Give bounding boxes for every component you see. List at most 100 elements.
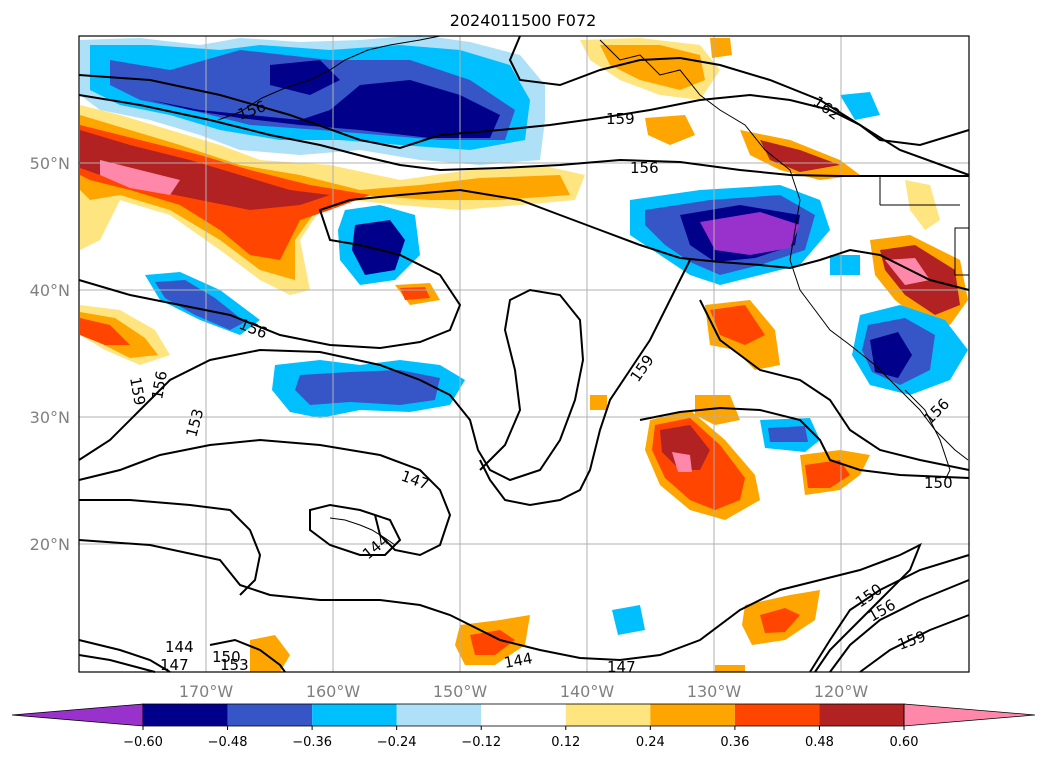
shade-blue-w-2 — [155, 280, 245, 330]
contour-labels: 159 156 162 156 156 159 156 153 147 144 … — [126, 93, 953, 676]
latitude-labels: 50°N 40°N 30°N 20°N — [30, 154, 70, 554]
colorbar-segment — [819, 704, 904, 726]
shade-pos-bc-2 — [760, 140, 840, 172]
shade-blue-mid-2 — [352, 220, 405, 275]
contour-156-north — [78, 94, 969, 177]
border-segment — [879, 176, 960, 206]
shade-blue-s-1 — [612, 605, 645, 635]
lat-label: 20°N — [30, 535, 70, 554]
contour-156-se — [829, 579, 970, 673]
contour-label: 150 — [212, 648, 241, 666]
shade-pos-band-4 — [80, 130, 330, 210]
colorbar-tick-label: 0.48 — [805, 735, 834, 750]
contour-150-east — [639, 406, 970, 479]
map-frame — [78, 35, 970, 673]
shade-blue-small-2 — [830, 255, 860, 275]
colorbar: −0.60 −0.48 −0.36 −0.24 −0.12 0.12 0.24 0.36 0.4… — [11, 703, 1036, 750]
contour-147 — [78, 438, 452, 557]
shade-blue-se-3 — [870, 332, 912, 378]
colorbar-frame — [142, 703, 905, 727]
colorbar-segment — [227, 704, 313, 726]
contour-159-mid — [479, 259, 691, 507]
coastline-baja — [904, 389, 951, 481]
contour-label: 147 — [607, 658, 636, 676]
shade-blue-south-2 — [295, 370, 440, 405]
lon-label: 160°W — [306, 682, 361, 701]
figure-title: 2024011500 F072 — [450, 11, 597, 30]
shade-pos-s-3 — [660, 425, 710, 470]
colorbar-extend-min — [11, 703, 144, 727]
lat-label: 30°N — [30, 408, 70, 427]
contour-156-east — [699, 299, 970, 471]
gridlines — [79, 36, 969, 672]
shade-pos-sw-2 — [470, 630, 515, 655]
colorbar-tick-label: −0.24 — [377, 735, 417, 750]
colorbar-tick-label: −0.48 — [208, 735, 248, 750]
contour-label: 156 — [630, 159, 659, 177]
shade-pos-band-5 — [100, 160, 180, 195]
shade-pos-c-2 — [710, 305, 765, 345]
lat-label: 40°N — [30, 281, 70, 300]
colorbar-segment — [650, 704, 735, 726]
contour-162 — [508, 35, 970, 176]
contour-159-se — [859, 614, 970, 673]
contour-label: 144 — [503, 649, 534, 672]
colorbar-tick-label: 0.12 — [551, 735, 580, 750]
lon-label: 140°W — [560, 682, 615, 701]
longitude-labels: 170°W 160°W 150°W 140°W 130°W 120°W — [179, 682, 869, 701]
colorbar-segments — [11, 703, 1036, 727]
colorbar-tick-label: 0.36 — [720, 735, 749, 750]
lon-label: 150°W — [433, 682, 488, 701]
shade-blue-c-2 — [768, 426, 808, 442]
shade-pos-small-5 — [710, 38, 732, 58]
lon-label: 130°W — [687, 682, 742, 701]
shade-pos-w-3 — [80, 318, 130, 345]
colorbar-tick-label: −0.60 — [123, 735, 163, 750]
lat-label: 50°N — [30, 154, 70, 173]
coastline-aleutians — [217, 35, 441, 121]
colorbar-tick-label: 0.24 — [636, 735, 665, 750]
contour-144-closed — [309, 503, 402, 556]
contour-label: 147 — [160, 656, 189, 674]
height-contours — [78, 35, 970, 673]
contour-label: 156 — [148, 369, 171, 400]
shade-blue-north-4 — [270, 60, 340, 95]
contour-147-sw — [78, 654, 156, 673]
shade-blue-small-1 — [840, 92, 880, 120]
shade-pos-se-2 — [760, 608, 800, 633]
lon-label: 170°W — [179, 682, 234, 701]
colorbar-tick-label: 0.60 — [890, 735, 919, 750]
lon-label: 120°W — [814, 682, 869, 701]
colorbar-segment — [565, 704, 651, 726]
contour-153 — [78, 288, 585, 482]
contour-144-sw — [78, 639, 171, 673]
coastline-north-america — [599, 39, 969, 461]
contour-150-se — [809, 554, 970, 673]
contour-label: 150 — [924, 474, 953, 492]
colorbar-segment — [734, 704, 820, 726]
contour-144-south — [78, 539, 922, 673]
shade-pos-small-2 — [590, 395, 607, 410]
colorbar-tick-label: −0.36 — [292, 735, 332, 750]
shade-blue-north-3 — [150, 80, 500, 138]
shade-pos-small-4 — [400, 287, 430, 300]
colorbar-tick-label: −0.12 — [461, 735, 501, 750]
contour-147-w — [79, 499, 262, 596]
colorbar-segment — [312, 704, 397, 726]
colorbar-extend-max — [903, 703, 1036, 727]
contour-150-sw — [209, 638, 286, 673]
contour-label: 144 — [165, 638, 194, 656]
shade-pos-s-4 — [672, 452, 692, 472]
contour-label: 153 — [220, 656, 249, 674]
colorbar-segment — [143, 704, 228, 726]
shade-purple-east — [700, 212, 800, 255]
shade-pos-sw-3 — [250, 635, 290, 672]
shade-pos-c-5 — [805, 460, 850, 488]
contour-label: 159 — [606, 110, 635, 128]
shade-pos-small-1 — [645, 115, 695, 145]
shade-pos-s-5 — [715, 665, 745, 672]
coastline-hawaii — [329, 517, 396, 546]
colorbar-ticks: −0.60 −0.48 −0.36 −0.24 −0.12 0.12 0.24 0.36 0.4… — [123, 726, 918, 750]
colorbar-segment — [396, 704, 482, 726]
